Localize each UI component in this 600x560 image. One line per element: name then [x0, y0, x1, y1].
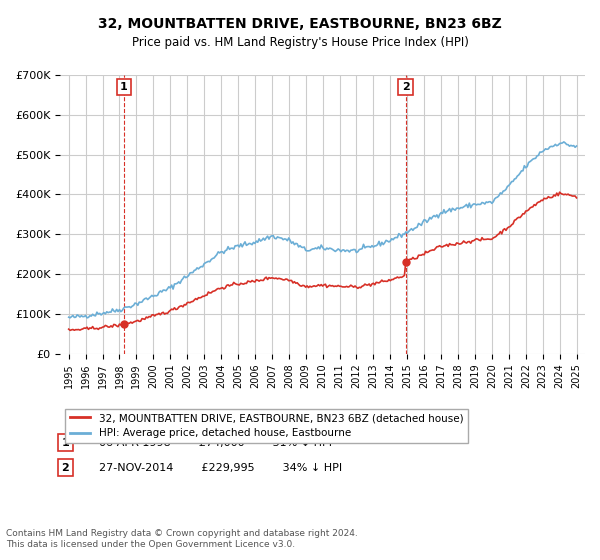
- Text: Contains HM Land Registry data © Crown copyright and database right 2024.
This d: Contains HM Land Registry data © Crown c…: [6, 529, 358, 549]
- Text: 1: 1: [120, 82, 128, 92]
- Legend: 32, MOUNTBATTEN DRIVE, EASTBOURNE, BN23 6BZ (detached house), HPI: Average price: 32, MOUNTBATTEN DRIVE, EASTBOURNE, BN23 …: [65, 409, 467, 442]
- Text: 2: 2: [62, 463, 70, 473]
- Text: 2: 2: [401, 82, 409, 92]
- Text: Price paid vs. HM Land Registry's House Price Index (HPI): Price paid vs. HM Land Registry's House …: [131, 36, 469, 49]
- Text: 1: 1: [62, 438, 70, 448]
- Text: 27-NOV-2014        £229,995        34% ↓ HPI: 27-NOV-2014 £229,995 34% ↓ HPI: [92, 463, 342, 473]
- Text: 06-APR-1998        £74,000        31% ↓ HPI: 06-APR-1998 £74,000 31% ↓ HPI: [92, 438, 332, 448]
- Text: 32, MOUNTBATTEN DRIVE, EASTBOURNE, BN23 6BZ: 32, MOUNTBATTEN DRIVE, EASTBOURNE, BN23 …: [98, 17, 502, 31]
